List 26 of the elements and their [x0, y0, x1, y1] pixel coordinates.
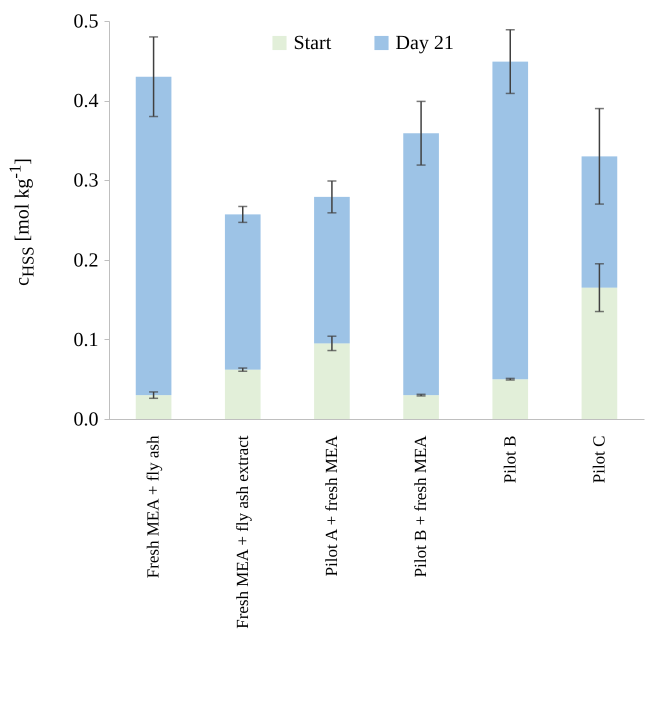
x-tick-label: Pilot C	[589, 436, 608, 484]
x-tick-label: Fresh MEA + fly ash extract	[232, 435, 252, 629]
y-tick-label: 0.0	[74, 408, 98, 430]
x-tick-label: Pilot B	[500, 436, 520, 484]
bar	[224, 214, 261, 370]
bar	[403, 395, 439, 419]
y-tick-label: 0.4	[74, 90, 98, 112]
bar	[403, 133, 439, 396]
y-tick-label: 0.2	[74, 249, 98, 272]
x-tick-label: Fresh MEA + fly ash	[144, 435, 163, 578]
bar	[136, 76, 172, 396]
bar	[492, 62, 528, 380]
x-tick-label: Pilot A + fresh MEA	[322, 434, 341, 576]
bar	[136, 395, 172, 419]
bar	[582, 156, 618, 288]
y-tick-label: 0.5	[74, 10, 98, 32]
legend-label: Start	[294, 32, 332, 54]
legend-label: Day 21	[396, 32, 454, 54]
bar	[492, 379, 528, 419]
bar	[314, 196, 350, 344]
y-tick-label: 0.1	[74, 328, 98, 351]
bar	[224, 370, 261, 419]
y-tick-label: 0.3	[74, 170, 98, 192]
bar	[582, 288, 618, 419]
x-tick-label: Pilot B + fresh MEA	[411, 434, 430, 578]
bar	[314, 343, 350, 419]
